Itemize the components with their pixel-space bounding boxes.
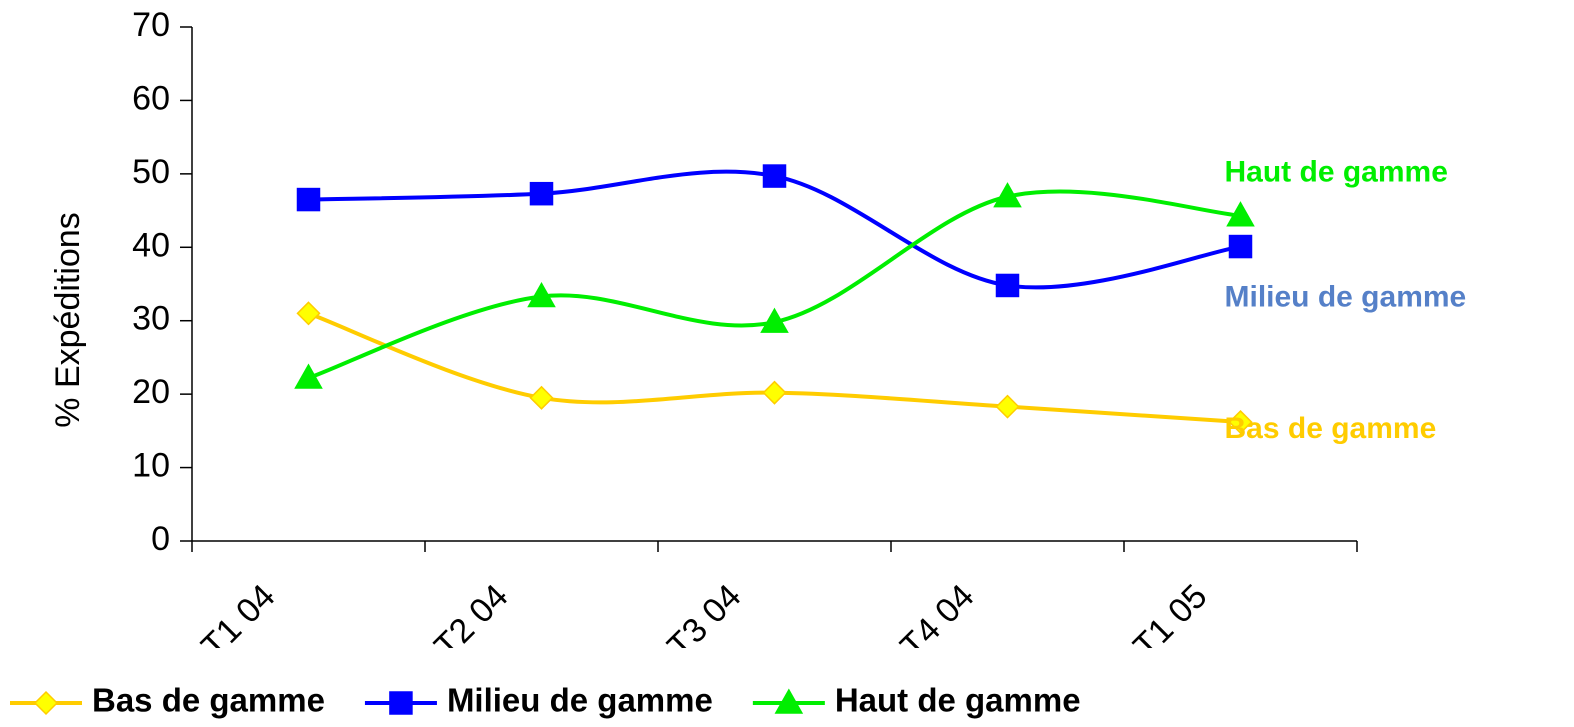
y-tick-label: 10 <box>132 447 170 485</box>
data-point <box>529 385 554 410</box>
x-tick-label: T4 04 <box>893 577 981 665</box>
y-tick-label: 20 <box>132 373 170 411</box>
end-label: Haut de gamme <box>1225 156 1448 189</box>
x-labels: T1 04 T2 04 T3 04 T4 04 T1 05 <box>194 577 1214 665</box>
legend-label: Milieu de gamme <box>447 682 713 719</box>
legend-marker <box>389 691 413 715</box>
data-point <box>527 281 556 308</box>
y-tick-label: 40 <box>132 226 170 264</box>
data-point <box>529 181 554 206</box>
x-tick-label: T1 04 <box>194 577 282 665</box>
end-label: Bas de gamme <box>1225 412 1437 445</box>
data-point <box>993 182 1022 208</box>
end-label: Milieu de gamme <box>1225 280 1467 313</box>
x-tick-label: T1 05 <box>1126 577 1214 665</box>
data-point <box>995 273 1020 298</box>
data-point <box>760 307 789 333</box>
data-point <box>995 394 1020 419</box>
data-point <box>1228 409 1253 435</box>
data-point <box>762 164 787 188</box>
data-point <box>1228 234 1253 259</box>
series-line <box>307 189 1241 380</box>
y-tick-label: 30 <box>132 300 170 338</box>
x-category-ticks <box>191 541 1358 552</box>
series-line <box>308 169 1241 290</box>
legend-label: Bas de gamme <box>92 682 325 719</box>
y-tick-label: 70 <box>132 6 170 44</box>
legend-marker <box>774 688 804 714</box>
data-point <box>762 380 787 405</box>
legend-marker <box>33 690 59 716</box>
y-tick-label: 60 <box>132 79 170 117</box>
x-tick-label: T3 04 <box>660 577 748 665</box>
data-point <box>294 363 323 389</box>
y-tick-label: 0 <box>151 520 170 558</box>
data-point <box>296 187 321 212</box>
data-point <box>296 301 321 326</box>
y-axis-label: % Expéditions <box>49 212 87 427</box>
y-tick-label: 50 <box>132 153 170 191</box>
data-point <box>1226 201 1255 227</box>
x-tick-label: T2 04 <box>427 577 515 665</box>
legend-label: Haut de gamme <box>835 682 1081 719</box>
